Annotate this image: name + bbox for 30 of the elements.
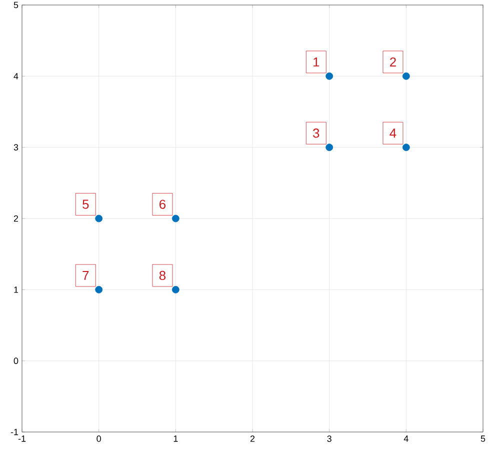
point (326, 72, 334, 80)
x-tick-label: 3 (327, 436, 332, 442)
point (95, 214, 103, 222)
x-tick-label: 4 (404, 436, 408, 442)
point (95, 286, 103, 294)
x-tick-label: 5 (480, 436, 486, 442)
point (172, 214, 180, 222)
y-tick-label: 3 (14, 144, 18, 151)
point (402, 72, 410, 80)
y-tick-label: 2 (14, 215, 18, 222)
x-tick-label: 1 (174, 436, 178, 442)
y-tick-label: -1 (10, 428, 18, 436)
annotation: 5 (82, 200, 89, 209)
annotation: 6 (160, 200, 166, 209)
point (172, 286, 180, 294)
point (402, 144, 410, 152)
y-tick-label: 1 (14, 286, 18, 293)
annotation: 7 (82, 271, 89, 280)
annotation: 3 (313, 128, 320, 138)
x-tick-label: 0 (96, 436, 101, 442)
point (326, 144, 334, 152)
x-tick-label: 2 (250, 436, 255, 442)
annotation: 8 (159, 270, 166, 280)
y-tick-label: 4 (14, 73, 18, 80)
annotation: 1 (314, 58, 320, 66)
annotation: 4 (390, 128, 396, 138)
x-tick-label: -1 (18, 436, 26, 442)
y-tick-label: 0 (14, 358, 18, 364)
y-tick-label: 5 (14, 2, 18, 8)
annotation: 2 (390, 57, 396, 66)
